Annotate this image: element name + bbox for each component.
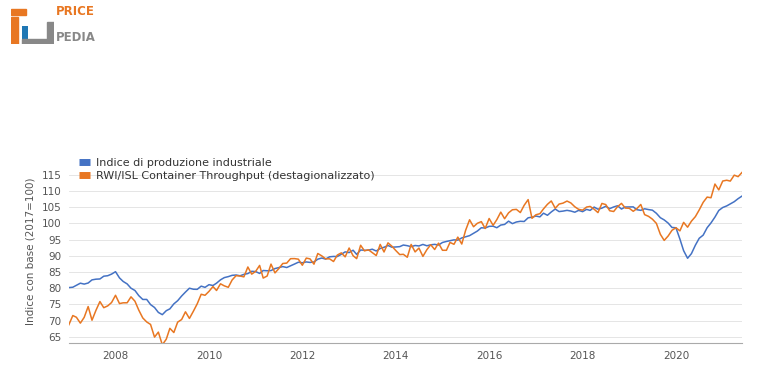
Bar (11, 9, 26, 15)
Legend: Indice di produzione industriale, RWI/ISL Container Throughput (destagionalizzat: Indice di produzione industriale, RWI/IS… (74, 153, 379, 185)
Line: RWI/ISL Container Throughput (destagionalizzato): RWI/ISL Container Throughput (destagiona… (69, 172, 742, 345)
Bar (22, 26, 28, 44)
Bar (22, 39, 54, 44)
Bar (47, 22, 54, 44)
Text: PEDIA: PEDIA (56, 31, 96, 44)
Line: Indice di produzione industriale: Indice di produzione industriale (69, 196, 742, 315)
Bar (11, 17, 18, 44)
Text: PRICE: PRICE (56, 6, 95, 18)
Y-axis label: Indice con base (2017=100): Indice con base (2017=100) (26, 177, 36, 325)
